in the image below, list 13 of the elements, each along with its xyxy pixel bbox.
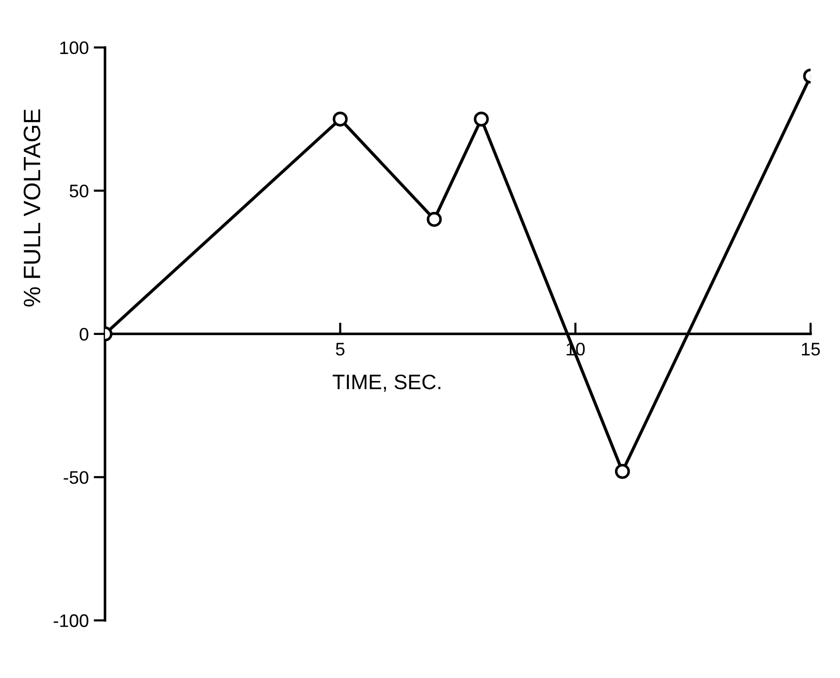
point bbox=[426, 212, 442, 227]
y-axis-title: % FULL VOLTAGE bbox=[24, 109, 40, 307]
y-tick-label: 0 bbox=[80, 328, 88, 341]
x-axis-title: TIME, SEC. bbox=[332, 374, 440, 392]
point bbox=[614, 464, 630, 479]
y-tick-label: 100 bbox=[60, 41, 88, 54]
point bbox=[332, 112, 348, 127]
y-tick-label: 50 bbox=[70, 184, 88, 198]
x-tick-label: 5 bbox=[336, 342, 344, 356]
x-tick-label: 15 bbox=[802, 342, 820, 356]
y-tick-label: -50 bbox=[64, 471, 88, 484]
point bbox=[474, 112, 489, 127]
y-tick-label: -100 bbox=[54, 614, 88, 628]
